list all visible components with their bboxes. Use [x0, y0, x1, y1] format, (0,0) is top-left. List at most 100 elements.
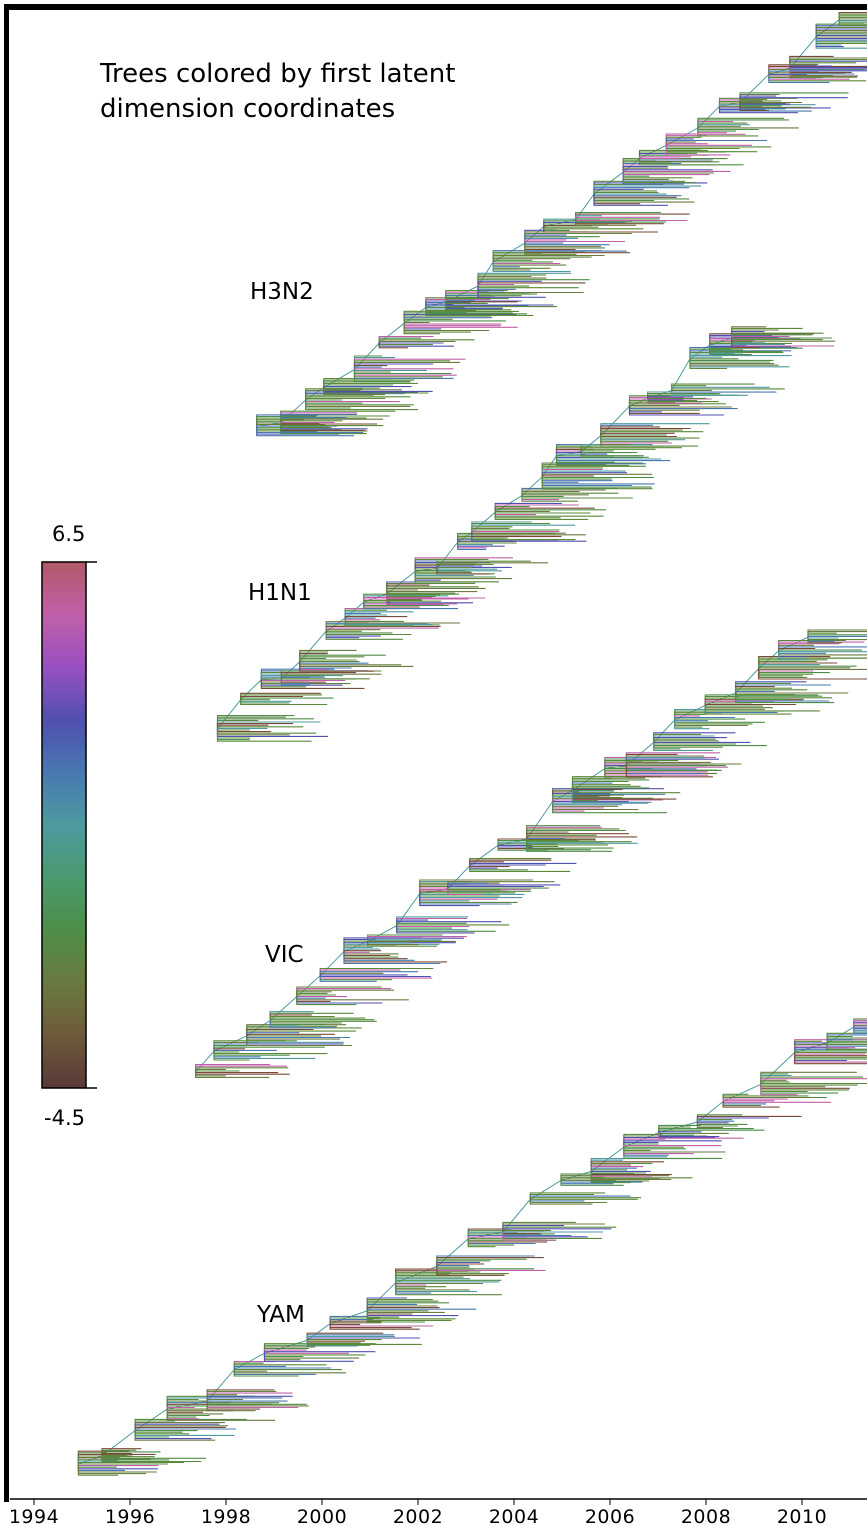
tree-branch [436, 568, 498, 570]
tree-branch [571, 790, 652, 803]
tree-branch [653, 742, 713, 751]
tree-branch [722, 1101, 832, 1103]
tree-branch [363, 602, 458, 610]
tree-branch [216, 729, 250, 731]
tree-branch [323, 387, 380, 389]
tree-branch [593, 194, 690, 200]
tree-branch [166, 1409, 224, 1415]
tree-branch [671, 390, 749, 396]
tree-backbone [78, 1026, 855, 1465]
tree-branch [403, 321, 430, 324]
tree-branch [492, 261, 520, 268]
tree-branch [838, 18, 867, 20]
tree-branch [492, 261, 571, 273]
tree-branch [366, 1305, 438, 1311]
tree-branch [378, 343, 409, 349]
tree-branch [794, 1052, 867, 1065]
tree-branch [195, 1071, 270, 1078]
tree-branch [593, 188, 644, 195]
tree-branch [758, 668, 867, 680]
tree-branch [593, 194, 669, 206]
tree-branch [529, 1193, 595, 1200]
tree-branch [789, 67, 867, 69]
tree-branch [325, 625, 441, 632]
tree-branch [233, 1369, 316, 1375]
tree-branch [457, 542, 487, 550]
tree-branch [696, 1122, 723, 1129]
tree-branch [638, 158, 744, 166]
tree-branch [778, 650, 806, 661]
tree-branch [758, 668, 867, 670]
tree-branch [445, 301, 519, 312]
tree-branch [704, 703, 797, 706]
x-tick-label-1994: 1994 [9, 1506, 59, 1526]
tree-branch [760, 1084, 798, 1096]
tree-branch [590, 1166, 644, 1172]
tree-branch [166, 1409, 276, 1421]
tree-branch [343, 951, 370, 953]
tree-branch [853, 1027, 867, 1035]
tree-branch [638, 153, 688, 159]
tree-branch [622, 172, 684, 185]
tree-branch [718, 106, 798, 114]
tree-branch [299, 661, 414, 667]
tree-branch [325, 631, 381, 637]
tree-branch [213, 1049, 277, 1052]
tree-branch [101, 1454, 128, 1456]
tree-branch [838, 19, 867, 22]
tree-branch [425, 307, 534, 316]
tree-branch [166, 1403, 273, 1410]
tree-branch [195, 1070, 240, 1072]
tree-branch [263, 1353, 354, 1362]
tree-branch [502, 1226, 617, 1232]
tree-branch [395, 1281, 500, 1283]
tree-branch [447, 888, 481, 896]
tree-branch [195, 1071, 279, 1074]
tree-branch [628, 406, 732, 408]
tree-branch [731, 338, 760, 349]
tree-branch [344, 618, 460, 624]
tree-branch [436, 1266, 505, 1276]
tree-branch [77, 1464, 158, 1470]
tree-branch [789, 68, 816, 80]
tree-branch [768, 74, 830, 83]
tree-branch [319, 975, 431, 978]
tree-branch [329, 1322, 382, 1324]
tree-branch [671, 385, 707, 391]
tree-branch [674, 718, 746, 720]
tree-branch [134, 1430, 235, 1436]
tree-branch [625, 765, 713, 778]
tree-branch [653, 737, 728, 743]
tree-branch [246, 1030, 356, 1036]
x-tick-label-2000: 2000 [297, 1506, 347, 1526]
tree-branch [689, 358, 727, 369]
tree-branch [206, 1401, 256, 1412]
tree-branch [296, 996, 331, 1002]
tree-branch [580, 451, 638, 454]
tree-branch [436, 567, 472, 569]
figure-title-line-1: Trees colored by first latent [99, 59, 455, 89]
tree-branch [269, 1019, 375, 1021]
tree-branch [794, 1052, 867, 1058]
tree-branch [604, 768, 646, 779]
tree-branch [436, 1265, 470, 1267]
tree-label-vic: VIC [265, 942, 304, 968]
tree-branch [696, 1122, 729, 1124]
tree-branch [213, 1051, 240, 1053]
tree-branch [263, 1353, 360, 1359]
tree-branch [697, 127, 727, 134]
tree-branch [325, 631, 403, 640]
tree-branch [541, 475, 594, 477]
tree-branch [216, 727, 268, 730]
tree-branch [689, 358, 775, 365]
x-tick-label-2002: 2002 [393, 1506, 443, 1526]
tree-branch [622, 172, 714, 174]
tree-branch [704, 705, 792, 715]
tree-branch [353, 368, 454, 370]
tree-branch [366, 1310, 459, 1317]
tree-branch [722, 1101, 780, 1108]
tree-branch [555, 455, 630, 466]
tree-branch [543, 226, 658, 233]
tree-branch [807, 635, 867, 638]
colorbar-min-label: -4.5 [44, 1106, 85, 1130]
